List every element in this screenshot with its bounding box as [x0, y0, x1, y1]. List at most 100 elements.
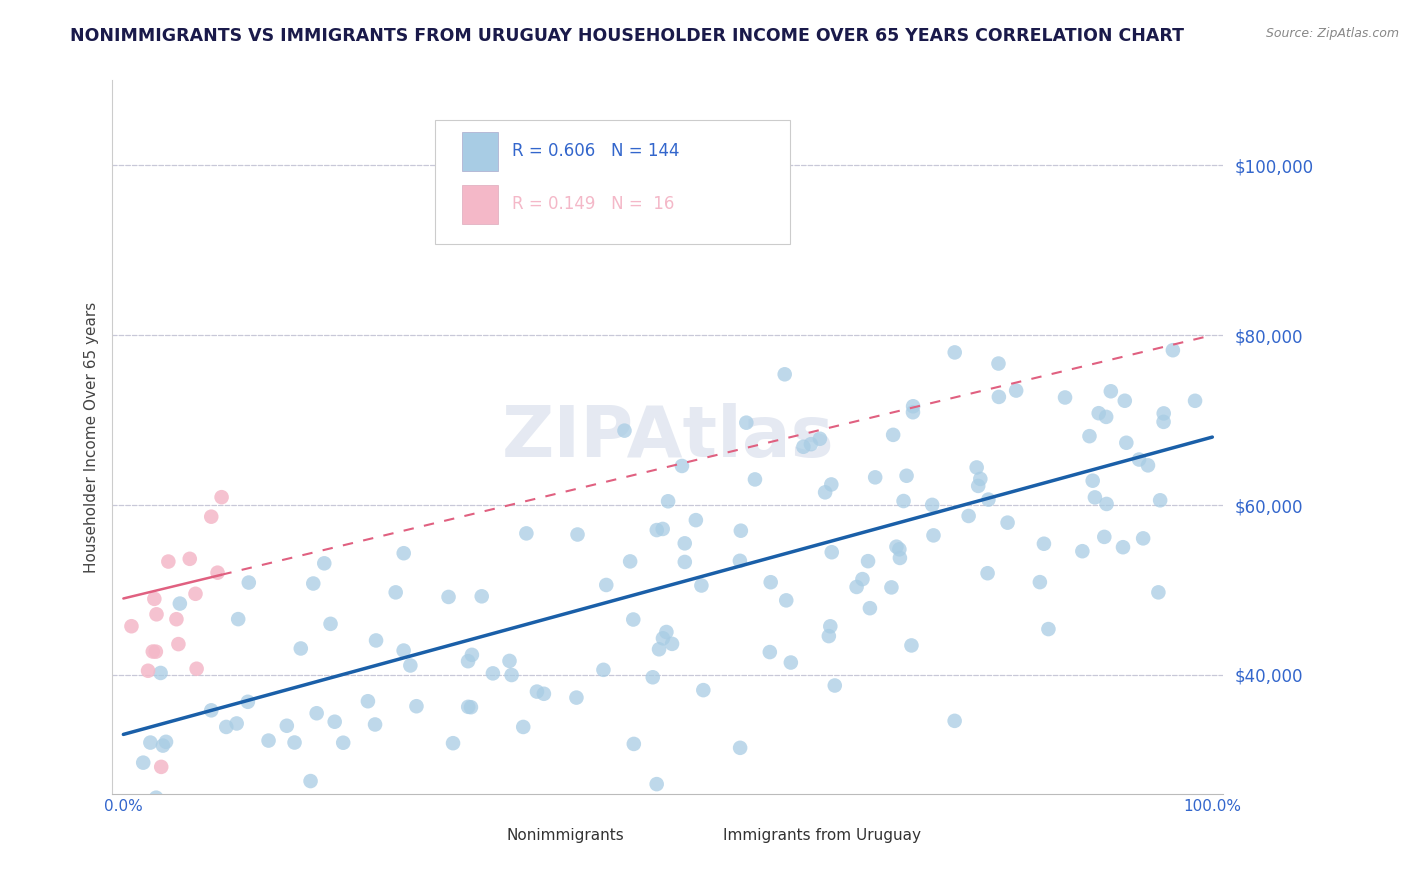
Point — [567, 527, 589, 541]
Point — [1132, 532, 1154, 546]
Point — [889, 542, 911, 557]
Point — [889, 550, 911, 565]
Point — [457, 699, 479, 714]
Point — [136, 664, 159, 678]
Point — [332, 736, 354, 750]
Point — [859, 601, 882, 615]
Point — [290, 641, 312, 656]
Text: Nonimmigrants: Nonimmigrants — [506, 828, 624, 843]
Point — [512, 720, 534, 734]
Point — [384, 585, 406, 599]
Point — [1078, 429, 1101, 443]
Point — [814, 485, 837, 500]
Point — [323, 714, 346, 729]
Text: ZIPAtlas: ZIPAtlas — [502, 402, 834, 472]
Point — [565, 690, 588, 705]
Point — [921, 498, 943, 512]
Point — [882, 428, 904, 442]
Point — [648, 642, 671, 657]
Point — [821, 545, 844, 559]
Point — [157, 555, 180, 569]
Point — [623, 737, 645, 751]
Point — [1095, 497, 1118, 511]
Point — [621, 613, 644, 627]
Text: R = 0.149   N =  16: R = 0.149 N = 16 — [512, 195, 675, 213]
Text: Source: ZipAtlas.com: Source: ZipAtlas.com — [1265, 27, 1399, 40]
Point — [1153, 406, 1175, 420]
Point — [121, 619, 143, 633]
Point — [645, 777, 668, 791]
Point — [987, 390, 1010, 404]
Point — [1071, 544, 1094, 558]
Point — [728, 740, 751, 755]
Point — [357, 694, 380, 708]
Point — [901, 405, 924, 419]
Point — [399, 658, 422, 673]
Point — [238, 575, 260, 590]
Point — [735, 416, 758, 430]
Point — [690, 578, 713, 592]
Point — [901, 399, 924, 413]
Point — [132, 756, 155, 770]
Point — [1032, 537, 1054, 551]
Point — [236, 695, 259, 709]
Point — [824, 679, 846, 693]
Point — [655, 625, 678, 640]
Point — [1136, 458, 1159, 473]
Point — [896, 468, 918, 483]
Point — [652, 632, 675, 646]
FancyBboxPatch shape — [690, 824, 714, 847]
Point — [673, 555, 696, 569]
Point — [1112, 540, 1135, 554]
Point — [987, 357, 1010, 371]
Point — [498, 654, 520, 668]
Point — [150, 760, 173, 774]
Point — [319, 616, 342, 631]
Point — [342, 797, 364, 812]
Point — [808, 432, 831, 446]
Point — [893, 494, 915, 508]
Point — [1114, 393, 1136, 408]
Point — [969, 472, 991, 486]
Point — [800, 437, 823, 451]
Point — [314, 557, 336, 571]
FancyBboxPatch shape — [463, 185, 498, 224]
Point — [179, 551, 201, 566]
Point — [1149, 493, 1171, 508]
Point — [1029, 575, 1052, 590]
Point — [145, 607, 167, 622]
Point — [1184, 393, 1206, 408]
Text: NONIMMIGRANTS VS IMMIGRANTS FROM URUGUAY HOUSEHOLDER INCOME OVER 65 YEARS CORREL: NONIMMIGRANTS VS IMMIGRANTS FROM URUGUAY… — [70, 27, 1184, 45]
Point — [1161, 343, 1184, 358]
Point — [482, 666, 505, 681]
Point — [283, 735, 305, 749]
Point — [779, 656, 801, 670]
Point — [226, 612, 249, 626]
Point — [471, 590, 494, 604]
Point — [820, 619, 842, 633]
Point — [299, 774, 322, 789]
Point — [657, 494, 679, 508]
Point — [651, 522, 673, 536]
Point — [1095, 409, 1118, 424]
Point — [1147, 585, 1170, 599]
Point — [880, 581, 903, 595]
Point — [1092, 530, 1115, 544]
Point — [592, 663, 614, 677]
Point — [1115, 435, 1137, 450]
Point — [775, 593, 797, 607]
Point — [1053, 391, 1076, 405]
Point — [744, 472, 766, 486]
Point — [1153, 415, 1175, 429]
Point — [943, 714, 966, 728]
Point — [302, 576, 325, 591]
Point — [142, 644, 165, 658]
Point — [364, 717, 387, 731]
Point — [671, 458, 693, 473]
Point — [526, 684, 548, 698]
Point — [457, 654, 479, 668]
Point — [673, 536, 696, 550]
FancyBboxPatch shape — [463, 132, 498, 171]
Point — [792, 440, 814, 454]
Point — [225, 716, 247, 731]
